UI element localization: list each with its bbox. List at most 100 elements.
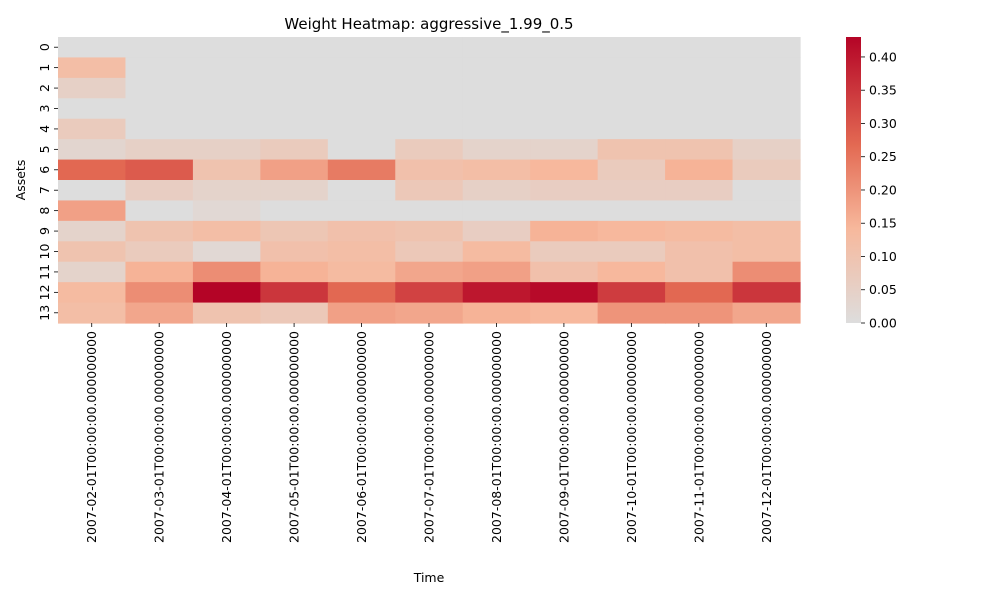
heatmap-cell bbox=[665, 98, 734, 120]
x-tick-label: 2007-07-01T00:00:00.000000000 bbox=[422, 331, 437, 543]
heatmap-cell bbox=[327, 200, 396, 222]
heatmap-cell bbox=[192, 159, 261, 181]
heatmap-cell bbox=[192, 77, 261, 99]
heatmap-cell bbox=[732, 200, 801, 222]
heatmap-cell bbox=[462, 241, 531, 263]
heatmap-cell bbox=[462, 57, 531, 79]
y-tick-label: 7 bbox=[37, 186, 52, 194]
heatmap-cell bbox=[125, 200, 194, 222]
heatmap-cell bbox=[597, 37, 666, 59]
heatmap-cell bbox=[260, 261, 329, 283]
heatmap-cell bbox=[462, 282, 531, 304]
colorbar-tick-label: 0.40 bbox=[869, 49, 897, 64]
heatmap-cell bbox=[58, 139, 127, 161]
colorbar-tick-label: 0.35 bbox=[869, 83, 897, 98]
heatmap-cell bbox=[395, 261, 464, 283]
heatmap-cell bbox=[395, 241, 464, 263]
heatmap-cell bbox=[462, 220, 531, 242]
heatmap-cell bbox=[58, 98, 127, 120]
heatmap-cell bbox=[58, 200, 127, 222]
colorbar-tick-label: 0.00 bbox=[869, 316, 897, 331]
heatmap-cell bbox=[732, 77, 801, 99]
heatmap-cell bbox=[395, 302, 464, 324]
x-axis-label: Time bbox=[413, 570, 445, 585]
heatmap-cell bbox=[462, 261, 531, 283]
heatmap-cell bbox=[732, 180, 801, 202]
heatmap-cell bbox=[530, 180, 599, 202]
heatmap-cell bbox=[327, 282, 396, 304]
heatmap-cell bbox=[327, 220, 396, 242]
heatmap-cell bbox=[462, 139, 531, 161]
x-tick-label: 2007-05-01T00:00:00.000000000 bbox=[287, 331, 302, 543]
colorbar-tick-label: 0.15 bbox=[869, 216, 897, 231]
heatmap-cell bbox=[597, 241, 666, 263]
heatmap-cell bbox=[327, 180, 396, 202]
heatmap-cell bbox=[395, 180, 464, 202]
heatmap-cell bbox=[732, 302, 801, 324]
heatmap-cell bbox=[732, 220, 801, 242]
colorbar-ticks: 0.00 0.05 0.10 0.15 0.20 0.25 0.30 0.35 0.40 bbox=[861, 49, 897, 331]
heatmap-cell bbox=[192, 98, 261, 120]
heatmap-cell bbox=[530, 37, 599, 59]
heatmap-cell bbox=[260, 180, 329, 202]
heatmap-cell bbox=[58, 77, 127, 99]
heatmap-cell bbox=[665, 118, 734, 140]
y-tick-label: 5 bbox=[37, 145, 52, 153]
heatmap-cell bbox=[665, 159, 734, 181]
heatmap-cell bbox=[597, 57, 666, 79]
heatmap-cell bbox=[192, 139, 261, 161]
heatmap-cell bbox=[462, 77, 531, 99]
heatmap-cell bbox=[125, 241, 194, 263]
heatmap-cell bbox=[597, 77, 666, 99]
y-axis-label: Assets bbox=[13, 160, 28, 201]
heatmap-cell bbox=[125, 261, 194, 283]
heatmap-cell bbox=[192, 302, 261, 324]
heatmap-cell bbox=[395, 220, 464, 242]
x-tick-label: 2007-10-01T00:00:00.000000000 bbox=[624, 331, 639, 543]
heatmap-cell bbox=[260, 139, 329, 161]
x-tick-label: 2007-04-01T00:00:00.000000000 bbox=[219, 331, 234, 543]
heatmap-cell bbox=[732, 261, 801, 283]
heatmap-cell bbox=[395, 159, 464, 181]
heatmap-cell bbox=[665, 220, 734, 242]
heatmap-cell bbox=[597, 261, 666, 283]
heatmap-cell bbox=[192, 261, 261, 283]
heatmap-cell bbox=[260, 98, 329, 120]
x-tick-label: 2007-08-01T00:00:00.000000000 bbox=[489, 331, 504, 543]
heatmap-cell bbox=[597, 180, 666, 202]
heatmap-cell bbox=[260, 200, 329, 222]
heatmap-cell bbox=[260, 159, 329, 181]
y-tick-label: 13 bbox=[37, 305, 52, 321]
heatmap-cell bbox=[58, 302, 127, 324]
heatmap-cell bbox=[530, 200, 599, 222]
heatmap-cell bbox=[58, 241, 127, 263]
heatmap-cell bbox=[58, 261, 127, 283]
x-tick-label: 2007-06-01T00:00:00.000000000 bbox=[354, 331, 369, 543]
heatmap-cell bbox=[530, 261, 599, 283]
heatmap-cell bbox=[192, 282, 261, 304]
heatmap-cell bbox=[125, 57, 194, 79]
colorbar-tick-label: 0.30 bbox=[869, 116, 897, 131]
heatmap-cell bbox=[732, 159, 801, 181]
heatmap-cells bbox=[58, 37, 801, 324]
heatmap-cell bbox=[125, 37, 194, 59]
heatmap-cell bbox=[395, 77, 464, 99]
x-tick-label: 2007-11-01T00:00:00.000000000 bbox=[691, 331, 706, 543]
heatmap-cell bbox=[665, 200, 734, 222]
colorbar-tick-label: 0.25 bbox=[869, 149, 897, 164]
heatmap-cell bbox=[530, 282, 599, 304]
heatmap-cell bbox=[260, 241, 329, 263]
heatmap-cell bbox=[327, 77, 396, 99]
heatmap-cell bbox=[665, 302, 734, 324]
heatmap-cell bbox=[125, 220, 194, 242]
heatmap-cell bbox=[125, 77, 194, 99]
heatmap-cell bbox=[327, 98, 396, 120]
heatmap-cell bbox=[58, 220, 127, 242]
heatmap-cell bbox=[260, 77, 329, 99]
heatmap-cell bbox=[462, 118, 531, 140]
heatmap-cell bbox=[462, 37, 531, 59]
x-tick-labels: 2007-02-01T00:00:00.000000000 2007-03-01T… bbox=[84, 323, 774, 543]
x-tick-label: 2007-09-01T00:00:00.000000000 bbox=[556, 331, 571, 543]
heatmap-cell bbox=[530, 139, 599, 161]
heatmap-cell bbox=[462, 302, 531, 324]
